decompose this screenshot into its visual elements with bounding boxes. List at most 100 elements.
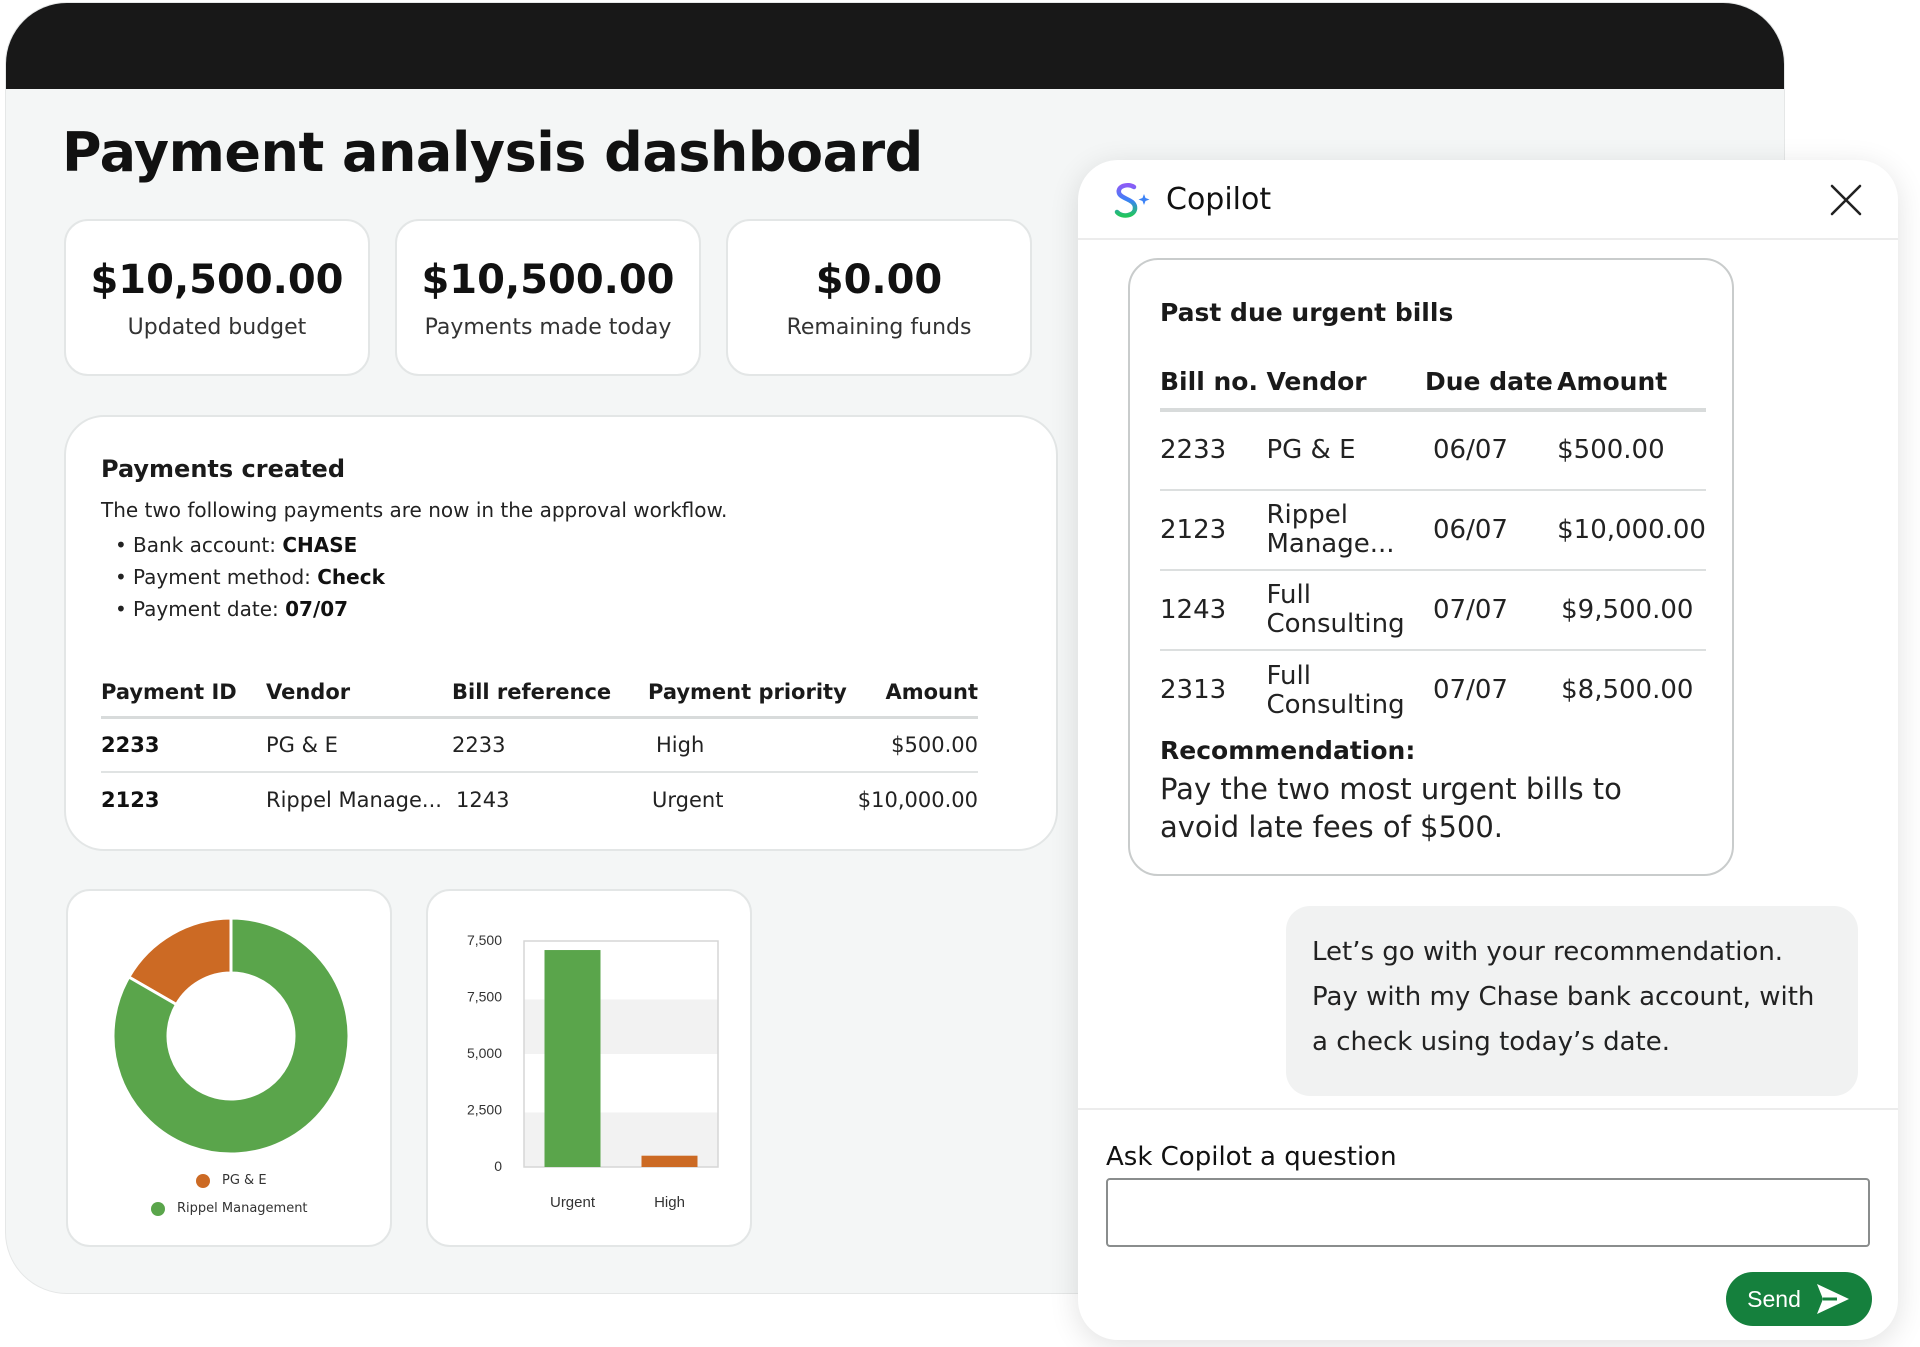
x-tick-label: High bbox=[654, 1194, 685, 1211]
column-header: Bill reference bbox=[452, 669, 648, 719]
table-row: 1243 Full Consulting 07/07 $9,500.00 bbox=[1160, 570, 1706, 651]
bill-reference: 1243 bbox=[456, 788, 510, 812]
y-tick-label: 0 bbox=[494, 1158, 502, 1174]
vendor: Rippel Manage... bbox=[1266, 490, 1425, 571]
column-header: Payment ID bbox=[101, 669, 266, 719]
stat-label: Remaining funds bbox=[786, 315, 972, 340]
amount: $10,000.00 bbox=[1557, 490, 1706, 571]
stat-card-payments-made-today: $10,500.00 Payments made today bbox=[395, 219, 701, 376]
copilot-title: Copilot bbox=[1166, 182, 1272, 217]
stat-card-remaining-funds: $0.00 Remaining funds bbox=[726, 219, 1032, 376]
past-due-bills-card: Past due urgent bills Bill no. Vendor Du… bbox=[1128, 258, 1734, 876]
column-header: Payment priority bbox=[648, 669, 848, 719]
payment-details-list: Bank account: CHASE Payment method: Chec… bbox=[101, 529, 385, 625]
donut-chart bbox=[111, 916, 351, 1156]
amount: $8,500.00 bbox=[1561, 675, 1694, 705]
ask-question-input[interactable] bbox=[1106, 1178, 1870, 1247]
amount: $9,500.00 bbox=[1557, 570, 1706, 651]
user-message-bubble: Let’s go with your recommendation. Pay w… bbox=[1286, 906, 1858, 1096]
column-header: Amount bbox=[1557, 354, 1706, 412]
y-tick-label: 2,500 bbox=[467, 1102, 502, 1118]
detail-bank-account: Bank account: CHASE bbox=[101, 529, 385, 561]
payment-id: 2123 bbox=[101, 788, 160, 812]
table-row: 2123 Rippel Manage... 06/07 $10,000.00 bbox=[1160, 490, 1706, 571]
column-header: Due date bbox=[1424, 354, 1558, 412]
payment-id: 2233 bbox=[101, 717, 266, 773]
legend-item-rippel: Rippel Management bbox=[151, 1201, 308, 1216]
legend-dot bbox=[196, 1173, 210, 1188]
close-icon[interactable] bbox=[1826, 180, 1866, 220]
payments-created-description: The two following payments are now in th… bbox=[101, 498, 728, 522]
vendor: PG & E bbox=[266, 717, 452, 773]
page-title: Payment analysis dashboard bbox=[62, 121, 923, 184]
due-date: 06/07 bbox=[1424, 410, 1558, 491]
column-header: Amount bbox=[848, 669, 978, 719]
due-date: 07/07 bbox=[1424, 570, 1558, 651]
y-tick-label: 5,000 bbox=[467, 1045, 502, 1061]
donut-slice-1 bbox=[111, 916, 351, 1156]
bar-high bbox=[641, 1155, 698, 1167]
y-tick-label: 7,500 bbox=[467, 932, 502, 948]
payments-table: Payment ID Vendor Bill reference Payment… bbox=[101, 669, 978, 827]
vendor: Full Consulting bbox=[1266, 570, 1425, 651]
legend-item-pge: PG & E bbox=[196, 1173, 267, 1188]
bill-reference: 2233 bbox=[452, 717, 648, 773]
table-row: 2233 PG & E 06/07 $500.00 bbox=[1160, 410, 1706, 491]
bill-number: 2233 bbox=[1160, 410, 1267, 491]
window-title-bar bbox=[6, 3, 1784, 89]
payments-created-title: Payments created bbox=[101, 455, 345, 483]
stat-label: Updated budget bbox=[127, 315, 307, 340]
table-row: 2123 Rippel Manage... 1243 Urgent $10,00… bbox=[101, 772, 978, 827]
legend-dot bbox=[151, 1201, 165, 1216]
legend-label: PG & E bbox=[222, 1173, 267, 1188]
amount: $10,000.00 bbox=[857, 788, 978, 812]
payments-created-card: Payments created The two following payme… bbox=[64, 415, 1058, 851]
payment-priority: High bbox=[648, 717, 848, 773]
recommendation-label: Recommendation: bbox=[1160, 736, 1416, 765]
table-header-row: Bill no. Vendor Due date Amount bbox=[1160, 354, 1706, 412]
y-tick-label: 7,500 bbox=[467, 989, 502, 1005]
send-label: Send bbox=[1747, 1285, 1801, 1312]
bill-number: 2123 bbox=[1160, 490, 1267, 571]
due-date: 06/07 bbox=[1424, 490, 1558, 571]
send-arrow-icon bbox=[1816, 1284, 1849, 1314]
bar-chart: 0 2,500 5,000 7,500 7,500 Urgent High bbox=[467, 932, 719, 1211]
vendor: Rippel Manage... bbox=[266, 788, 442, 812]
column-header: Vendor bbox=[266, 669, 452, 719]
stat-value: $10,500.00 bbox=[421, 257, 675, 303]
payment-priority: Urgent bbox=[652, 788, 724, 812]
stat-card-updated-budget: $10,500.00 Updated budget bbox=[64, 219, 370, 376]
column-header: Bill no. bbox=[1160, 354, 1267, 412]
bill-number: 2313 bbox=[1160, 675, 1227, 705]
stat-value: $0.00 bbox=[815, 257, 943, 303]
divider bbox=[1078, 1108, 1898, 1110]
plot-frame bbox=[523, 940, 719, 1168]
amount: $500.00 bbox=[848, 717, 978, 773]
bar-urgent bbox=[544, 950, 601, 1167]
vendor: PG & E bbox=[1266, 410, 1425, 491]
copilot-header: Copilot bbox=[1078, 160, 1898, 240]
stat-value: $10,500.00 bbox=[90, 257, 344, 303]
stat-label: Payments made today bbox=[424, 315, 672, 340]
bill-number: 1243 bbox=[1160, 570, 1267, 651]
amount: $500.00 bbox=[1557, 410, 1706, 491]
detail-payment-date: Payment date: 07/07 bbox=[101, 593, 385, 625]
send-button[interactable]: Send bbox=[1726, 1272, 1872, 1326]
detail-payment-method: Payment method: Check bbox=[101, 561, 385, 593]
due-date: 07/07 bbox=[1432, 675, 1508, 705]
table-row: 2233 PG & E 2233 High $500.00 bbox=[101, 717, 978, 773]
donut-chart-card: PG & E Rippel Management bbox=[66, 889, 392, 1247]
bar-chart-card: 0 2,500 5,000 7,500 7,500 Urgent High bbox=[426, 889, 752, 1247]
copilot-panel: Copilot Past due urgent bills Bill no. V… bbox=[1078, 160, 1898, 1340]
vendor: Full Consulting bbox=[1266, 660, 1405, 720]
ask-question-label: Ask Copilot a question bbox=[1106, 1142, 1397, 1172]
x-tick-label: Urgent bbox=[550, 1194, 596, 1211]
copilot-logo-icon bbox=[1114, 183, 1150, 218]
bills-table: Bill no. Vendor Due date Amount 2233 PG … bbox=[1160, 354, 1706, 730]
recommendation-text: Pay the two most urgent bills to avoid l… bbox=[1160, 772, 1622, 844]
legend-label: Rippel Management bbox=[177, 1201, 308, 1216]
table-header-row: Payment ID Vendor Bill reference Payment… bbox=[101, 669, 978, 719]
column-header: Vendor bbox=[1266, 354, 1425, 412]
table-row: 2313 Full Consulting 07/07 $8,500.00 bbox=[1160, 650, 1706, 730]
bills-card-title: Past due urgent bills bbox=[1160, 298, 1454, 327]
